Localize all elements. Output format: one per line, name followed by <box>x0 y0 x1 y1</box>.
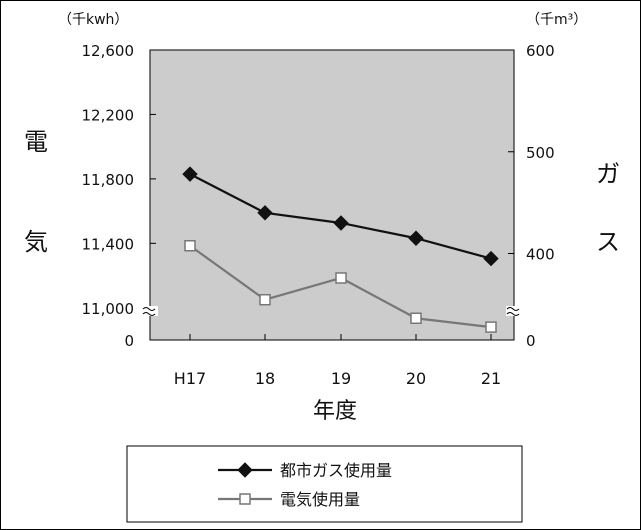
data-point <box>335 272 347 284</box>
data-point <box>483 250 499 267</box>
legend-label: 都市ガス使用量 <box>280 461 392 480</box>
series-gas <box>182 166 499 267</box>
x-axis-title: 年度 <box>313 399 357 424</box>
left-tick-label: 11,400 <box>82 235 135 253</box>
right-tick-label: 600 <box>526 42 555 60</box>
left-axis-break <box>142 306 158 316</box>
right-axis-ticks: 600 500 400 <box>508 42 555 264</box>
left-tick-label: 11,000 <box>82 300 135 318</box>
right-zero-label: 0 <box>526 332 536 350</box>
data-point <box>485 321 497 333</box>
right-axis-unit: （千m³） <box>526 12 587 28</box>
left-axis-title-char-1: 電 <box>24 128 48 156</box>
x-tick-label: 18 <box>255 369 275 388</box>
data-point <box>408 230 424 246</box>
left-tick-label: 11,800 <box>82 171 135 189</box>
series-layer <box>182 166 499 333</box>
x-tick-label: 21 <box>481 369 501 388</box>
legend-entry: 都市ガス使用量 <box>218 461 392 480</box>
legend-marker <box>237 462 253 478</box>
data-point <box>182 166 198 182</box>
right-axis-title-char-1: ガ <box>596 160 620 188</box>
legend-label: 電気使用量 <box>280 490 360 509</box>
x-tick-label: 20 <box>406 369 426 388</box>
x-tick-label: 19 <box>331 369 351 388</box>
right-tick-label: 500 <box>526 144 555 162</box>
legend-entry: 電気使用量 <box>218 490 360 509</box>
legend-marker <box>239 493 251 505</box>
left-axis-title-char-2: 気 <box>24 228 48 256</box>
data-point <box>410 312 422 324</box>
x-tick-label: H17 <box>174 369 206 388</box>
left-tick-label: 12,200 <box>82 106 135 124</box>
right-tick-label: 400 <box>526 246 555 264</box>
series-electricity <box>184 240 497 333</box>
data-point <box>257 205 273 221</box>
plot-area <box>149 49 515 341</box>
right-axis-break <box>506 306 522 316</box>
data-point <box>184 240 196 252</box>
left-axis-ticks: 12,600 12,200 11,800 11,400 11,000 <box>82 42 156 318</box>
left-zero-label: 0 <box>124 332 134 350</box>
legend-box <box>126 445 523 523</box>
left-tick-label: 12,600 <box>82 42 135 60</box>
data-point <box>259 293 271 306</box>
right-axis-title-char-2: ス <box>596 228 620 256</box>
x-axis-ticks: H17 18 19 20 21 <box>174 334 501 388</box>
data-point <box>333 215 349 231</box>
left-axis-unit: （千kwh） <box>58 12 128 28</box>
